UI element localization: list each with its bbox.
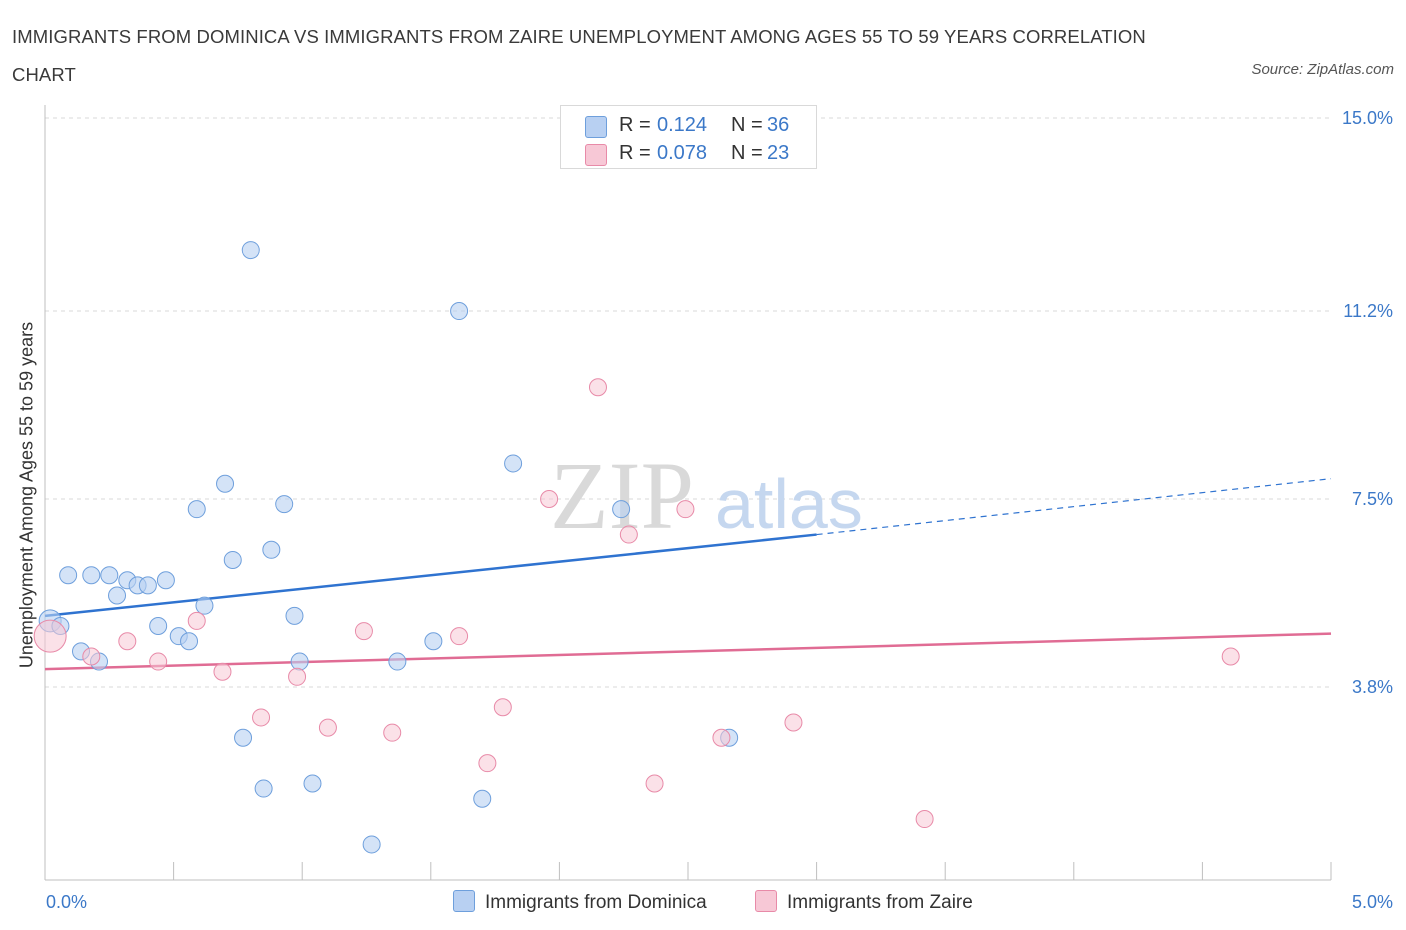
grid-lines <box>45 117 1331 688</box>
zaire-point <box>478 754 497 773</box>
dominica-point <box>262 540 281 559</box>
y-axis-label: Unemployment Among Ages 55 to 59 years <box>16 321 37 669</box>
dominica-point <box>234 728 253 747</box>
zaire-point <box>1221 647 1240 666</box>
zaire-point <box>915 810 934 829</box>
zaire-legend-label: Immigrants from Zaire <box>787 892 973 913</box>
n-label: N = <box>731 114 763 136</box>
y-tick-label: 15.0% <box>1342 108 1393 128</box>
zaire-point <box>540 490 559 508</box>
zaire-point <box>676 500 695 519</box>
zaire-point <box>383 723 402 742</box>
n-label: N = <box>731 142 763 164</box>
dominica-point <box>303 774 322 793</box>
dominica-point <box>216 474 235 493</box>
zaire-point <box>354 622 373 641</box>
dominica-point <box>388 652 407 671</box>
series-legend-dominica: Immigrants from Dominica <box>453 890 707 914</box>
chart-title: IMMIGRANTS FROM DOMINICA VS IMMIGRANTS F… <box>12 26 1146 85</box>
dominica-legend-swatch <box>453 890 475 912</box>
dominica-point <box>424 632 443 651</box>
dominica-point <box>82 566 101 585</box>
zaire-point <box>493 698 512 717</box>
r-label: R = <box>619 142 651 164</box>
dominica-point <box>100 566 119 585</box>
zaire-point <box>450 627 469 646</box>
dominica-trend-extension <box>816 478 1332 536</box>
zaire-point <box>588 378 607 397</box>
zaire-swatch <box>585 144 607 166</box>
x-tick-label: 0.0% <box>46 892 87 912</box>
zaire-point <box>252 708 271 727</box>
y-tick-label: 7.5% <box>1352 489 1393 509</box>
r-value: 0.124 <box>657 114 708 136</box>
zaire-point <box>33 619 67 653</box>
dominica-point <box>450 302 469 321</box>
zaire-trend-line <box>44 632 1332 671</box>
zaire-point <box>187 611 206 630</box>
tick-labels: 3.8% 7.5% 11.2% 15.0% 0.0% 5.0% <box>46 108 1393 912</box>
series-legend-zaire: Immigrants from Zaire <box>755 890 973 914</box>
dominica-point <box>223 550 242 569</box>
dominica-point <box>149 617 168 635</box>
zaire-point <box>149 652 168 671</box>
zaire-point <box>784 713 803 732</box>
dominica-point <box>187 500 206 519</box>
zaire-legend-swatch <box>755 890 777 912</box>
watermark-atlas: atlas <box>715 465 863 543</box>
r-label: R = <box>619 114 651 136</box>
source-label: Source: ZipAtlas.com <box>1251 61 1394 78</box>
n-value: 36 <box>767 114 790 136</box>
zaire-point <box>288 667 307 686</box>
y-tick-label: 11.2% <box>1343 301 1393 321</box>
y-tick-label: 3.8% <box>1352 677 1393 697</box>
dominica-point <box>275 495 294 514</box>
zaire-point <box>118 632 137 651</box>
r-value: 0.078 <box>657 142 708 164</box>
dominica-point <box>362 835 381 854</box>
dominica-point <box>195 596 214 615</box>
n-value: 23 <box>767 142 790 164</box>
watermark: ZIP atlas <box>550 442 863 549</box>
zaire-point <box>712 728 731 747</box>
dominica-point <box>254 779 273 798</box>
dominica-point <box>612 500 631 519</box>
correlation-legend: R = 0.124 N = 36 R = 0.078 N = 23 <box>560 105 817 169</box>
zaire-point <box>82 647 101 666</box>
dominica-trend-line <box>44 533 817 618</box>
zaire-point <box>318 718 337 737</box>
dominica-point <box>108 586 127 605</box>
dominica-point <box>285 606 304 625</box>
dominica-point <box>59 566 78 585</box>
zaire-point <box>619 525 638 544</box>
zaire-point <box>213 662 232 681</box>
dominica-point <box>290 652 309 671</box>
dominica-legend-label: Immigrants from Dominica <box>485 892 707 913</box>
dominica-point <box>156 571 175 590</box>
zaire-point <box>645 774 664 793</box>
x-tick-label: 5.0% <box>1352 892 1393 912</box>
dominica-swatch <box>585 116 607 138</box>
dominica-point <box>138 576 157 595</box>
dominica-point <box>504 454 523 473</box>
axes <box>44 105 1332 881</box>
dominica-point <box>473 789 492 808</box>
trend-lines <box>44 478 1332 671</box>
dominica-point <box>180 632 199 651</box>
dominica-point <box>241 241 260 260</box>
